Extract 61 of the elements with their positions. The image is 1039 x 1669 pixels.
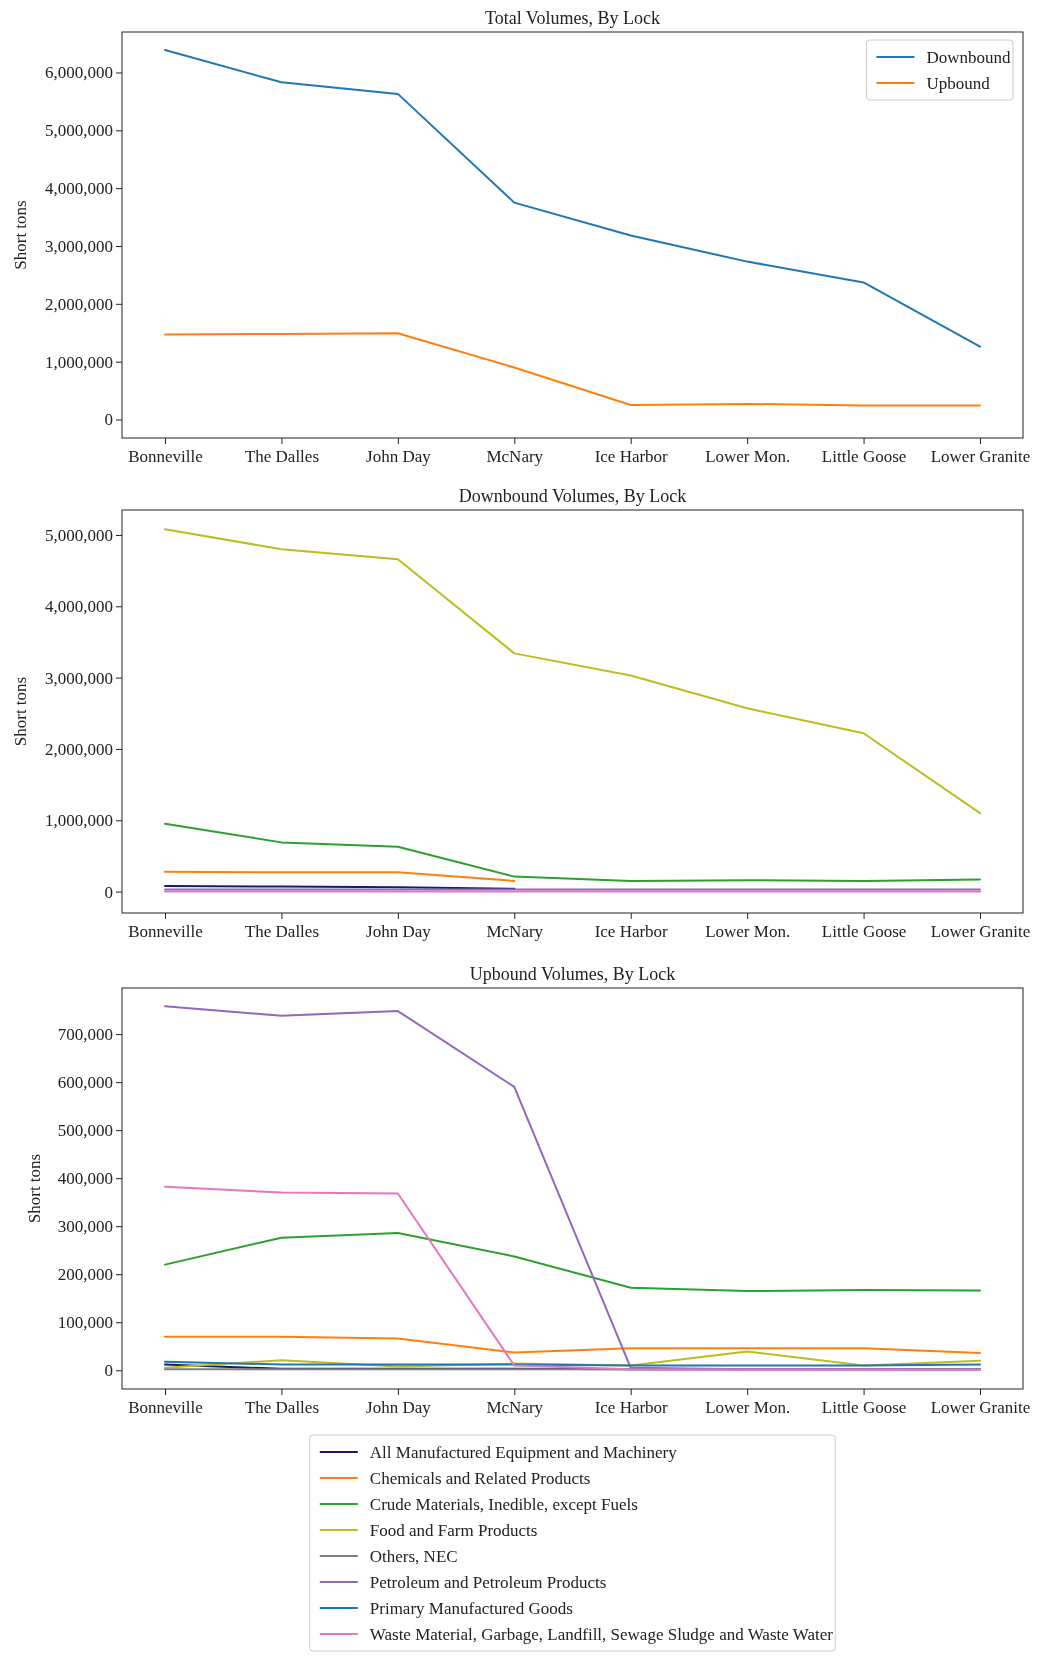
- x-tick-label: Lower Granite: [930, 922, 1031, 942]
- y-tick-label: 0: [104, 1361, 113, 1381]
- chart-title: Downbound Volumes, By Lock: [458, 486, 687, 506]
- y-tick-label: 0: [104, 410, 113, 430]
- chart-title: Total Volumes, By Lock: [484, 8, 661, 28]
- x-tick-label: Ice Harbor: [594, 922, 669, 942]
- x-tick-label: The Dalles: [244, 1398, 319, 1418]
- y-tick-label: 700,000: [57, 1025, 113, 1045]
- x-tick-label: Lower Granite: [930, 1398, 1031, 1418]
- y-tick-label: 2,000,000: [45, 739, 113, 759]
- x-tick-label: McNary: [486, 447, 544, 467]
- y-tick-label: 6,000,000: [45, 63, 113, 83]
- x-tick-label: Ice Harbor: [594, 447, 669, 467]
- y-tick-label: 1,000,000: [45, 352, 113, 372]
- legend-label: Downbound: [926, 47, 1011, 67]
- y-axis-title: Short tons: [11, 200, 30, 270]
- legend-label: Waste Material, Garbage, Landfill, Sewage Sludge and Waste Water: [369, 1624, 834, 1644]
- y-tick-label: 1,000,000: [45, 811, 113, 831]
- legend-label: All Manufactured Equipment and Machinery: [369, 1442, 678, 1462]
- x-tick-label: Lower Mon.: [705, 447, 791, 467]
- x-tick-label: Lower Mon.: [705, 1398, 791, 1418]
- x-tick-label: John Day: [366, 447, 432, 467]
- x-tick-label: Ice Harbor: [594, 1398, 669, 1418]
- y-tick-label: 0: [104, 882, 113, 902]
- chart-title: Upbound Volumes, By Lock: [469, 964, 676, 984]
- x-tick-label: Little Goose: [821, 447, 907, 467]
- y-tick-label: 500,000: [57, 1121, 113, 1141]
- y-tick-label: 5,000,000: [45, 121, 113, 141]
- legend-label: Upbound: [926, 73, 991, 93]
- y-tick-label: 100,000: [57, 1313, 113, 1333]
- x-tick-label: John Day: [366, 922, 432, 942]
- y-tick-label: 300,000: [57, 1217, 113, 1237]
- legend-label: Petroleum and Petroleum Products: [369, 1572, 607, 1592]
- x-tick-label: Little Goose: [821, 1398, 907, 1418]
- legend-label: Chemicals and Related Products: [369, 1468, 591, 1488]
- x-tick-label: McNary: [486, 922, 544, 942]
- y-axis-title: Short tons: [25, 1153, 44, 1224]
- legend-label: Others, NEC: [369, 1546, 458, 1566]
- y-tick-label: 3,000,000: [45, 668, 113, 688]
- y-axis-title: Short tons: [11, 676, 30, 747]
- x-tick-label: The Dalles: [244, 922, 319, 942]
- y-tick-label: 4,000,000: [45, 179, 113, 199]
- x-tick-label: The Dalles: [244, 447, 319, 467]
- x-tick-label: Bonneville: [128, 447, 203, 467]
- x-tick-label: Bonneville: [128, 1398, 203, 1418]
- y-tick-label: 600,000: [57, 1073, 113, 1093]
- x-tick-label: Bonneville: [128, 922, 203, 942]
- y-tick-label: 4,000,000: [45, 597, 113, 617]
- x-tick-label: John Day: [366, 1398, 432, 1418]
- y-tick-label: 200,000: [57, 1265, 113, 1285]
- x-tick-label: Lower Mon.: [705, 922, 791, 942]
- legend-label: Crude Materials, Inedible, except Fuels: [369, 1494, 638, 1514]
- y-tick-label: 400,000: [57, 1169, 113, 1189]
- y-tick-label: 3,000,000: [45, 236, 113, 256]
- legend-label: Food and Farm Products: [369, 1520, 538, 1540]
- x-tick-label: Lower Granite: [930, 447, 1031, 467]
- x-tick-label: McNary: [486, 1398, 544, 1418]
- y-tick-label: 2,000,000: [45, 294, 113, 314]
- legend-label: Primary Manufactured Goods: [369, 1598, 573, 1618]
- x-tick-label: Little Goose: [821, 922, 907, 942]
- y-tick-label: 5,000,000: [45, 525, 113, 545]
